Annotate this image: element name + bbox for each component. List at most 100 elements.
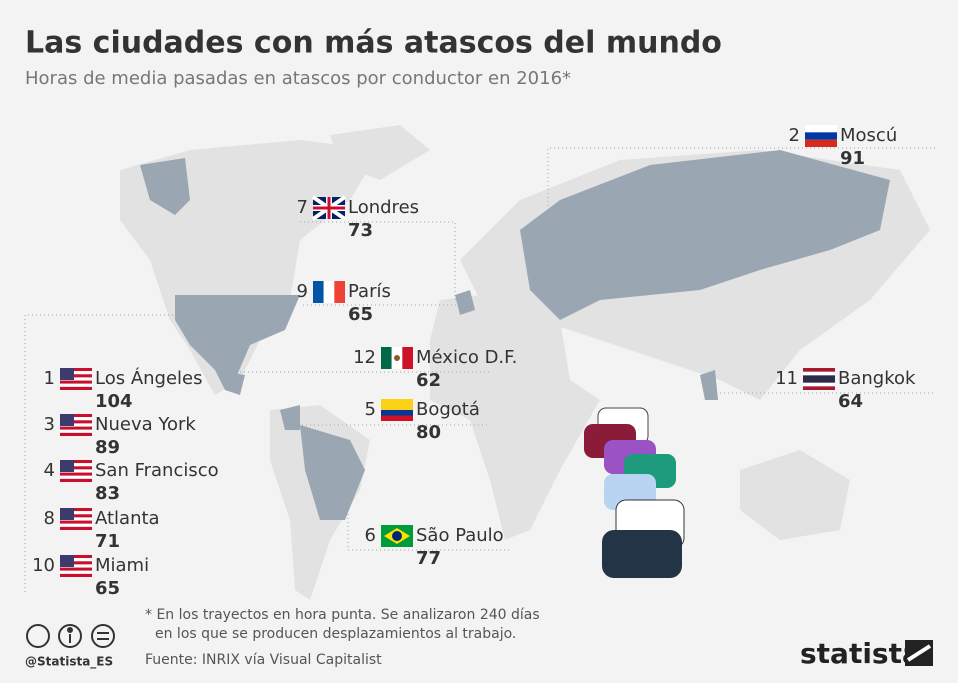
city-name: Atlanta xyxy=(95,508,160,529)
flag-part xyxy=(60,475,92,479)
flag-part xyxy=(60,429,92,433)
flag-part xyxy=(60,561,92,565)
city-hours: 65 xyxy=(95,578,120,599)
city-hours: 62 xyxy=(416,370,441,391)
flag xyxy=(60,460,92,482)
flag-part xyxy=(60,386,92,390)
flag-part xyxy=(60,472,92,476)
city-name: Miami xyxy=(95,555,149,576)
city-hours: 64 xyxy=(838,391,863,412)
license-icons xyxy=(26,624,115,648)
flag xyxy=(381,399,413,421)
flag-part xyxy=(60,426,92,430)
city-rank: 9 xyxy=(297,281,308,302)
city-name: São Paulo xyxy=(416,525,504,546)
flag xyxy=(60,555,92,577)
city-hours: 83 xyxy=(95,483,120,504)
city-name: Londres xyxy=(348,197,419,218)
city-name: México D.F. xyxy=(416,347,517,368)
flag-part xyxy=(60,460,74,472)
flag xyxy=(381,525,413,547)
flag-part xyxy=(381,415,413,421)
flag-part xyxy=(60,511,92,515)
footnote: en los que se producen desplazamientos a… xyxy=(155,626,516,642)
flag-part xyxy=(60,383,92,387)
flag xyxy=(60,368,92,390)
leader-lines xyxy=(24,147,935,592)
flag-part xyxy=(60,526,92,530)
flag-part xyxy=(60,466,92,470)
flag-part xyxy=(60,523,92,527)
flag xyxy=(313,281,345,303)
city-hours: 73 xyxy=(348,220,373,241)
city-name: Nueva York xyxy=(95,414,196,435)
city-hours: 65 xyxy=(348,304,373,325)
city-name: San Francisco xyxy=(95,460,219,481)
city-rank: 1 xyxy=(44,368,55,389)
city-hours: 80 xyxy=(416,422,441,443)
flag xyxy=(805,125,837,147)
footnote: * En los trayectos en hora punta. Se ana… xyxy=(145,607,540,623)
flag xyxy=(381,347,413,369)
flag-part xyxy=(334,281,345,303)
flag-part xyxy=(60,508,92,512)
city-rank: 11 xyxy=(775,368,798,389)
flag-part xyxy=(60,417,92,421)
flag-part xyxy=(394,355,400,361)
subtitle: Horas de media pasadas en atascos por co… xyxy=(25,68,571,89)
flag-part xyxy=(381,410,413,416)
flag-part xyxy=(60,423,92,427)
city-hours: 77 xyxy=(416,548,441,569)
city-name: Bangkok xyxy=(838,368,916,389)
city-rank: 12 xyxy=(353,347,376,368)
world-map xyxy=(120,125,930,600)
city-name: Los Ángeles xyxy=(95,367,203,389)
flag-part xyxy=(60,558,92,562)
flag xyxy=(311,195,347,221)
flag-part xyxy=(60,460,92,464)
city-rank: 7 xyxy=(297,197,308,218)
flag-part xyxy=(381,399,413,410)
flag-part xyxy=(313,206,345,210)
flag xyxy=(803,368,835,390)
city-rank: 5 xyxy=(365,399,376,420)
flag-part xyxy=(60,564,92,568)
flag-part xyxy=(60,469,92,473)
flag-part xyxy=(60,420,92,424)
flag-part xyxy=(60,555,74,567)
flag xyxy=(60,508,92,530)
cars xyxy=(584,407,685,578)
city-hours: 104 xyxy=(95,391,133,412)
brand: statista xyxy=(800,637,921,670)
flag-part xyxy=(60,368,74,380)
flag-part xyxy=(60,478,92,482)
flag-part xyxy=(60,374,92,378)
flag-part xyxy=(805,125,837,133)
flag-part xyxy=(60,570,92,574)
city-rank: 3 xyxy=(44,414,55,435)
flag-part xyxy=(60,414,92,418)
city-hours: 91 xyxy=(840,148,865,169)
flag-part xyxy=(805,139,837,147)
source: Fuente: INRIX vía Visual Capitalist xyxy=(145,652,382,668)
flag-part xyxy=(60,567,92,571)
city-name: París xyxy=(348,281,391,302)
flag xyxy=(60,414,92,436)
city-hours: 71 xyxy=(95,531,120,552)
flag-part xyxy=(313,281,324,303)
city-rank: 2 xyxy=(789,125,800,146)
city-rank: 6 xyxy=(365,525,376,546)
flag-part xyxy=(60,555,92,559)
flag-part xyxy=(60,514,92,518)
flag-part xyxy=(60,432,92,436)
flag-part xyxy=(60,371,92,375)
flag-part xyxy=(402,347,413,369)
city-rank: 4 xyxy=(44,460,55,481)
flag-part xyxy=(60,368,92,372)
flag-part xyxy=(60,573,92,577)
city-hours: 89 xyxy=(95,437,120,458)
flag-part xyxy=(60,377,92,381)
title: Las ciudades con más atascos del mundo xyxy=(25,26,722,61)
